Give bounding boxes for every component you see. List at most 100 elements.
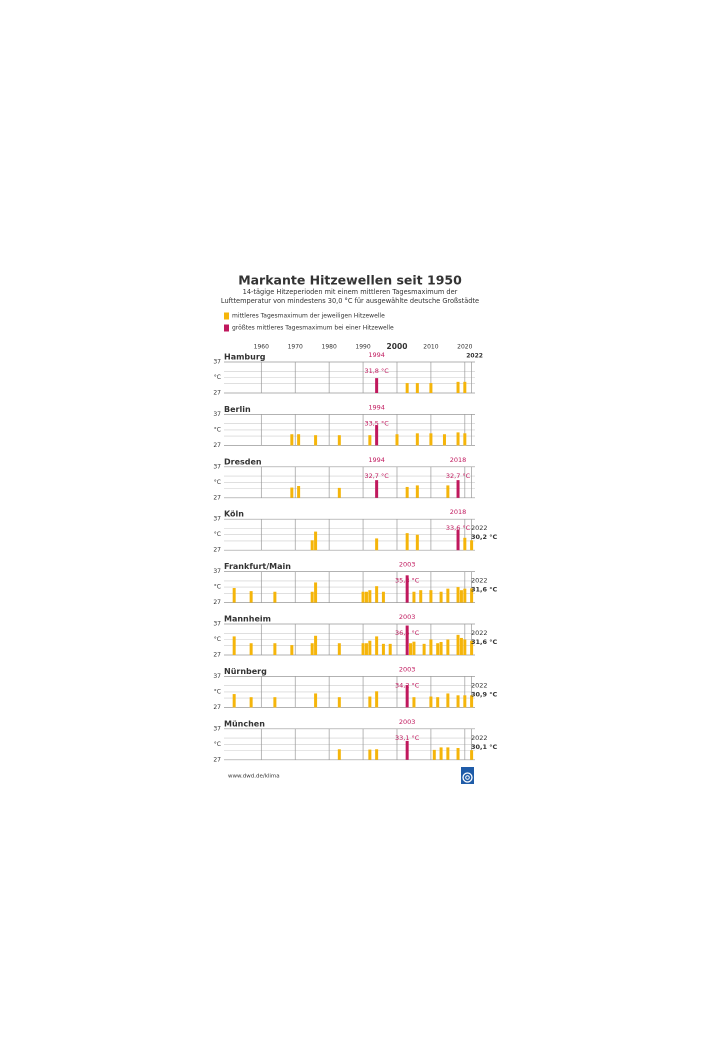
y-tick-label: 37 [213, 621, 221, 628]
bar [456, 480, 460, 498]
annotation-year: 2022 [471, 734, 488, 742]
annotation-year: 2003 [399, 718, 416, 726]
y-unit: °C [214, 584, 221, 591]
bar [415, 433, 419, 446]
annotation-year: 2022 [471, 524, 488, 532]
legend-label: mittleres Tagesmaximum der jeweiligen Hi… [232, 313, 385, 320]
bar [446, 639, 450, 655]
value-label: 30,9 °C [471, 690, 498, 698]
value-label: 32,7 °C [364, 472, 389, 480]
annotation-year: 2003 [399, 561, 416, 569]
y-unit: °C [214, 374, 221, 381]
bar [412, 697, 416, 708]
bar [470, 695, 474, 708]
annotation-year: 2003 [399, 665, 416, 673]
bar [463, 639, 467, 655]
city-name: Berlin [224, 405, 251, 414]
city-name: Nürnberg [224, 667, 267, 676]
y-tick-label: 27 [213, 442, 221, 449]
legend-swatch [224, 324, 229, 332]
value-label: 32,7 °C [446, 472, 471, 480]
annotation-year: 1994 [368, 351, 385, 359]
x-tick-label: 2020 [457, 344, 472, 351]
bar [422, 643, 426, 655]
bar [405, 740, 409, 760]
bar [249, 643, 253, 655]
city-name: München [224, 719, 265, 728]
bar [429, 639, 433, 655]
legend-label: größtes mittleres Tagesmaximum bei einer… [232, 325, 394, 332]
bar [249, 591, 253, 603]
bar [470, 540, 474, 551]
bar [463, 695, 467, 708]
annotation-year: 2018 [450, 508, 467, 516]
subtitle: Lufttemperatur von mindestens 30,0 °C fü… [221, 297, 479, 305]
annotation-year: 2022 [471, 629, 488, 637]
bar [314, 531, 318, 551]
x-tick-label: 1990 [355, 344, 370, 351]
annotation-year: 2022 [471, 577, 488, 585]
y-tick-label: 37 [213, 673, 221, 680]
bar [375, 425, 379, 446]
bar [273, 697, 277, 708]
bar [405, 625, 409, 655]
bar [375, 378, 379, 393]
bar [470, 640, 474, 655]
bar [463, 433, 467, 446]
bar [456, 748, 460, 760]
bar [415, 383, 419, 393]
bar [419, 590, 423, 603]
bar [310, 591, 314, 603]
bar [456, 695, 460, 708]
bar [337, 435, 341, 446]
value-label: 31,6 °C [471, 638, 498, 646]
y-tick-label: 27 [213, 494, 221, 501]
bar [436, 643, 440, 655]
bar [456, 381, 460, 393]
bar [375, 480, 379, 498]
bar [429, 696, 433, 708]
bar [368, 696, 372, 708]
y-tick-label: 27 [213, 599, 221, 606]
bar [290, 434, 294, 446]
bar [405, 575, 409, 603]
bar [361, 643, 365, 655]
y-tick-label: 37 [213, 411, 221, 418]
y-tick-label: 37 [213, 568, 221, 575]
city-name: Köln [224, 510, 244, 519]
x-tick-label: 1970 [288, 344, 303, 351]
bar [232, 694, 236, 708]
x-tick-label: 2000 [387, 342, 408, 351]
bar [415, 534, 419, 551]
bar [442, 434, 446, 446]
annotation-year: 1994 [368, 403, 385, 411]
x-tick-label: 1960 [254, 344, 269, 351]
value-label: 31,8 °C [364, 367, 389, 375]
bar [375, 749, 379, 760]
bar [439, 641, 443, 655]
bar [249, 697, 253, 708]
title: Markante Hitzewellen seit 1950 [238, 273, 462, 288]
bar [375, 636, 379, 655]
bar [456, 432, 460, 446]
bar [314, 582, 318, 603]
y-tick-label: 37 [213, 359, 221, 366]
bar [368, 749, 372, 760]
value-label: 33,1 °C [395, 734, 420, 742]
bar [364, 591, 368, 603]
y-unit: °C [214, 426, 221, 433]
bar [314, 635, 318, 655]
value-label: 33,6 °C [446, 524, 471, 532]
bar [456, 529, 460, 551]
bar [361, 591, 365, 603]
bar [405, 685, 409, 708]
bar [436, 697, 440, 708]
bar [432, 749, 436, 760]
footer: www.dwd.de/klima [228, 774, 280, 780]
x-tick-label: 2010 [423, 344, 438, 351]
dwd-logo [461, 767, 474, 784]
bar [273, 643, 277, 655]
value-label: 36,5 °C [395, 629, 420, 637]
